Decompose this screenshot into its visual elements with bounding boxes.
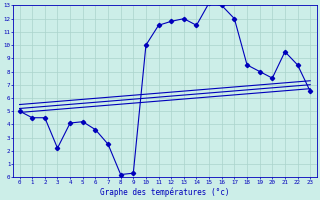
X-axis label: Graphe des températures (°c): Graphe des températures (°c) — [100, 187, 230, 197]
